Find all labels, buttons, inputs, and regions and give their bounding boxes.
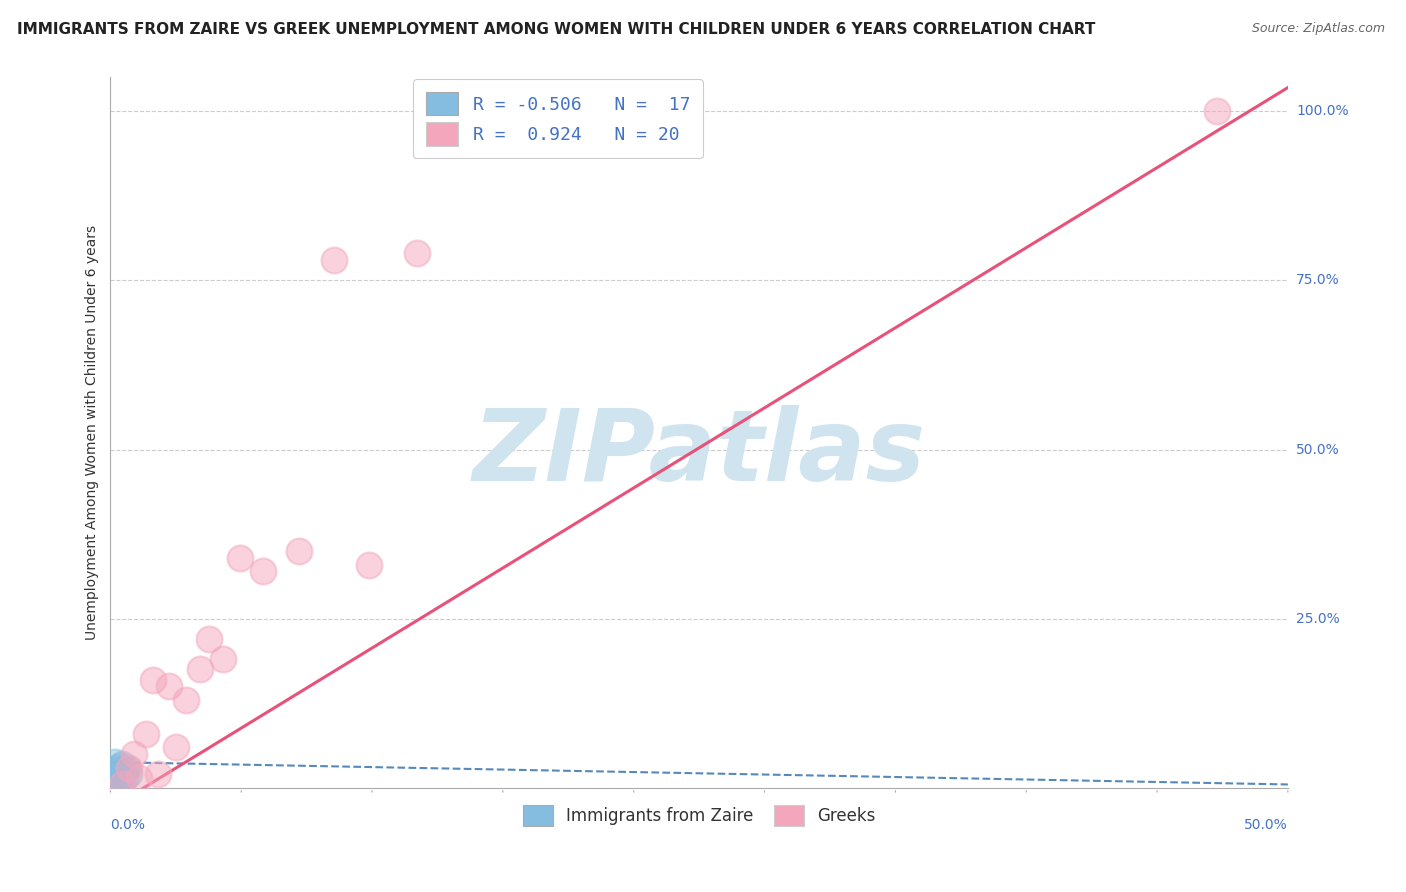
Point — [111, 767, 134, 781]
Point — [107, 777, 129, 791]
Text: 50.0%: 50.0% — [1244, 818, 1288, 832]
Point — [135, 727, 157, 741]
Text: 25.0%: 25.0% — [1296, 612, 1340, 625]
Text: ZIPatlas: ZIPatlas — [472, 406, 925, 502]
Point — [146, 767, 169, 781]
Text: 0.0%: 0.0% — [111, 818, 145, 832]
Point — [323, 253, 346, 268]
Text: 50.0%: 50.0% — [1296, 442, 1340, 457]
Point — [108, 759, 131, 773]
Point — [174, 693, 197, 707]
Point — [229, 550, 252, 565]
Text: Source: ZipAtlas.com: Source: ZipAtlas.com — [1251, 22, 1385, 36]
Text: 100.0%: 100.0% — [1296, 104, 1348, 119]
Point — [359, 558, 381, 572]
Point — [104, 774, 127, 789]
Point — [188, 662, 211, 676]
Point — [107, 760, 129, 774]
Point — [104, 764, 127, 778]
Point — [128, 771, 150, 785]
Point — [118, 767, 141, 781]
Point — [114, 771, 136, 785]
Point — [104, 755, 127, 769]
Point — [405, 246, 427, 260]
Point — [101, 771, 124, 785]
Point — [108, 771, 131, 785]
Text: IMMIGRANTS FROM ZAIRE VS GREEK UNEMPLOYMENT AMONG WOMEN WITH CHILDREN UNDER 6 YE: IMMIGRANTS FROM ZAIRE VS GREEK UNEMPLOYM… — [17, 22, 1095, 37]
Point — [198, 632, 221, 646]
Point — [165, 740, 187, 755]
Point — [111, 757, 134, 772]
Point — [1206, 104, 1229, 119]
Point — [114, 762, 136, 776]
Point — [288, 544, 311, 558]
Point — [142, 673, 165, 687]
Point — [122, 747, 145, 761]
Point — [115, 760, 138, 774]
Point — [111, 775, 134, 789]
Point — [252, 565, 274, 579]
Point — [107, 767, 129, 781]
Point — [111, 777, 134, 791]
Point — [108, 764, 131, 778]
Text: 75.0%: 75.0% — [1296, 274, 1340, 287]
Point — [212, 652, 235, 666]
Point — [118, 760, 141, 774]
Legend: Immigrants from Zaire, Greeks: Immigrants from Zaire, Greeks — [516, 798, 882, 833]
Y-axis label: Unemployment Among Women with Children Under 6 years: Unemployment Among Women with Children U… — [86, 225, 100, 640]
Point — [157, 679, 180, 693]
